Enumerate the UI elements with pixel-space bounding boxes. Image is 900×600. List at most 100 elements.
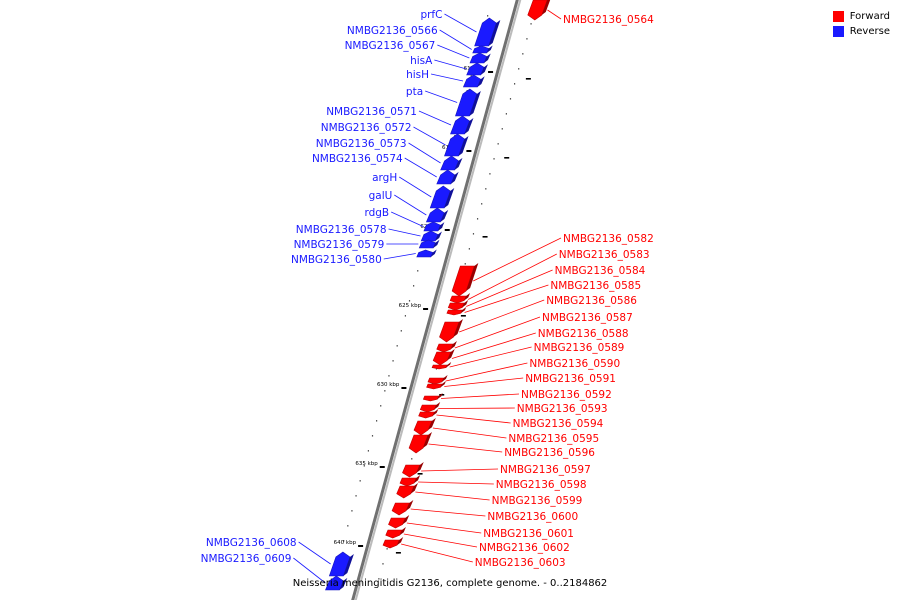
gene-label[interactable]: NMBG2136_0580 xyxy=(291,254,382,266)
gene-label[interactable]: NMBG2136_0598 xyxy=(496,479,587,491)
gene-feature-forward[interactable] xyxy=(446,307,467,316)
gene-label[interactable]: NMBG2136_0594 xyxy=(513,418,604,430)
gene-label[interactable]: NMBG2136_0574 xyxy=(312,153,403,165)
gene-label[interactable]: NMBG2136_0583 xyxy=(559,249,650,261)
gene-feature-forward[interactable] xyxy=(408,432,432,454)
gene-feature-forward[interactable] xyxy=(402,462,424,478)
gene-feature-reverse[interactable] xyxy=(440,155,463,171)
ruler-tick: 635 kbp xyxy=(355,461,423,475)
gene-feature-forward[interactable] xyxy=(436,341,457,353)
gene-label[interactable]: NMBG2136_0595 xyxy=(508,433,599,445)
gene-label[interactable]: NMBG2136_0609 xyxy=(201,553,292,565)
gene-feature-forward[interactable] xyxy=(451,263,479,297)
gene-feature-reverse[interactable] xyxy=(420,230,442,242)
gene-label[interactable]: rdgB xyxy=(364,207,389,219)
ruler-tick: 625 kbp xyxy=(399,303,466,317)
gene-label[interactable]: NMBG2136_0573 xyxy=(316,138,407,150)
gene-label[interactable]: NMBG2136_0591 xyxy=(525,373,616,385)
gene-feature-forward[interactable] xyxy=(427,375,448,385)
gene-feature-reverse[interactable] xyxy=(455,88,481,117)
gene-feature-reverse[interactable] xyxy=(474,17,501,47)
gene-feature-forward[interactable] xyxy=(388,515,410,529)
gene-label[interactable]: NMBG2136_0593 xyxy=(517,403,608,415)
gene-feature-forward[interactable] xyxy=(439,319,463,343)
gene-feature-reverse[interactable] xyxy=(429,185,455,209)
gene-feature-forward[interactable] xyxy=(391,500,414,516)
gene-feature-reverse[interactable] xyxy=(436,169,459,185)
gene-label[interactable]: NMBG2136_0590 xyxy=(529,358,620,370)
gene-label-group: NMBG2136_0593 xyxy=(438,403,608,415)
gene-label[interactable]: NMBG2136_0592 xyxy=(521,389,612,401)
gene-label[interactable]: NMBG2136_0599 xyxy=(492,495,583,507)
gene-label[interactable]: NMBG2136_0564 xyxy=(563,14,654,26)
gene-feature-forward[interactable] xyxy=(385,527,406,539)
gene-label[interactable]: NMBG2136_0579 xyxy=(294,239,385,251)
gene-label[interactable]: NMBG2136_0603 xyxy=(475,557,566,569)
gene-label[interactable]: hisH xyxy=(406,69,429,81)
gene-label-group: NMBG2136_0592 xyxy=(440,389,612,401)
gene-label[interactable]: NMBG2136_0584 xyxy=(555,265,646,277)
gene-label-group: NMBG2136_0608 xyxy=(206,537,331,565)
gene-label[interactable]: prfC xyxy=(420,9,442,21)
gene-label[interactable]: NMBG2136_0585 xyxy=(550,280,641,292)
gene-feature-forward[interactable] xyxy=(447,300,469,311)
gene-feature-forward[interactable] xyxy=(426,381,446,390)
gene-feature-forward[interactable] xyxy=(418,409,439,419)
gene-label[interactable]: argH xyxy=(372,172,397,184)
gene-label[interactable]: NMBG2136_0582 xyxy=(563,233,654,245)
gene-feature-forward[interactable] xyxy=(382,537,404,549)
gene-label-group: NMBG2136_0595 xyxy=(432,427,599,445)
gene-feature-forward[interactable] xyxy=(413,418,436,436)
gene-label[interactable]: galU xyxy=(369,190,393,202)
gene-feature-reverse[interactable] xyxy=(418,239,440,249)
gene-feature-reverse[interactable] xyxy=(469,52,491,64)
gene-label[interactable]: NMBG2136_0571 xyxy=(326,106,417,118)
gene-label-group: NMBG2136_0572 xyxy=(321,122,446,146)
gene-label-group: NMBG2136_0567 xyxy=(345,40,470,59)
gene-label-group: NMBG2136_0598 xyxy=(418,479,587,491)
gene-label[interactable]: pta xyxy=(406,86,423,98)
gene-feature-forward[interactable] xyxy=(422,393,443,402)
gene-label-group: rdgB xyxy=(364,207,424,227)
gene-feature-forward[interactable] xyxy=(396,483,418,499)
gene-feature-forward[interactable] xyxy=(399,475,421,487)
gene-feature-reverse[interactable] xyxy=(472,45,493,54)
ruler-tick: 640 kbp xyxy=(334,540,401,554)
gene-label-group: NMBG2136_0597 xyxy=(421,464,591,476)
gene-label-group: hisH xyxy=(406,69,464,82)
gene-feature-reverse[interactable] xyxy=(462,74,485,88)
gene-feature-forward[interactable] xyxy=(419,402,441,413)
gene-label-group: NMBG2136_0602 xyxy=(403,533,570,554)
gene-feature-forward[interactable] xyxy=(527,0,551,21)
gene-label[interactable]: NMBG2136_0566 xyxy=(347,25,438,37)
gene-label-group: NMBG2136_0599 xyxy=(415,491,583,507)
gene-feature-reverse[interactable] xyxy=(328,551,354,577)
gene-feature-reverse[interactable] xyxy=(444,133,469,157)
gene-label[interactable]: NMBG2136_0596 xyxy=(504,447,595,459)
gene-label[interactable]: NMBG2136_0597 xyxy=(500,464,591,476)
gene-label[interactable]: NMBG2136_0567 xyxy=(345,40,436,52)
strand-legend: Forward Reverse xyxy=(832,9,890,39)
gene-label[interactable]: NMBG2136_0578 xyxy=(296,224,387,236)
gene-feature-reverse[interactable] xyxy=(325,575,348,591)
gene-label[interactable]: NMBG2136_0601 xyxy=(483,528,574,540)
gene-label-group: NMBG2136_0564 xyxy=(547,9,654,26)
gene-feature-reverse[interactable] xyxy=(416,249,437,258)
gene-feature-forward[interactable] xyxy=(432,349,455,366)
gene-feature-reverse[interactable] xyxy=(425,207,449,223)
gene-feature-reverse[interactable] xyxy=(466,62,488,76)
gene-label[interactable]: NMBG2136_0572 xyxy=(321,122,412,134)
gene-label[interactable]: NMBG2136_0587 xyxy=(542,312,633,324)
gene-feature-forward[interactable] xyxy=(431,362,452,370)
gene-label[interactable]: NMBG2136_0586 xyxy=(546,295,637,307)
gene-label[interactable]: NMBG2136_0608 xyxy=(206,537,297,549)
gene-feature-forward[interactable] xyxy=(449,293,471,304)
gene-label[interactable]: hisA xyxy=(410,55,433,67)
gene-label[interactable]: NMBG2136_0600 xyxy=(487,511,578,523)
gene-feature-reverse[interactable] xyxy=(450,115,474,135)
gene-label[interactable]: NMBG2136_0589 xyxy=(534,342,625,354)
gene-label[interactable]: NMBG2136_0588 xyxy=(538,328,629,340)
gene-label-group: pta xyxy=(406,86,458,103)
gene-label[interactable]: NMBG2136_0602 xyxy=(479,542,570,554)
